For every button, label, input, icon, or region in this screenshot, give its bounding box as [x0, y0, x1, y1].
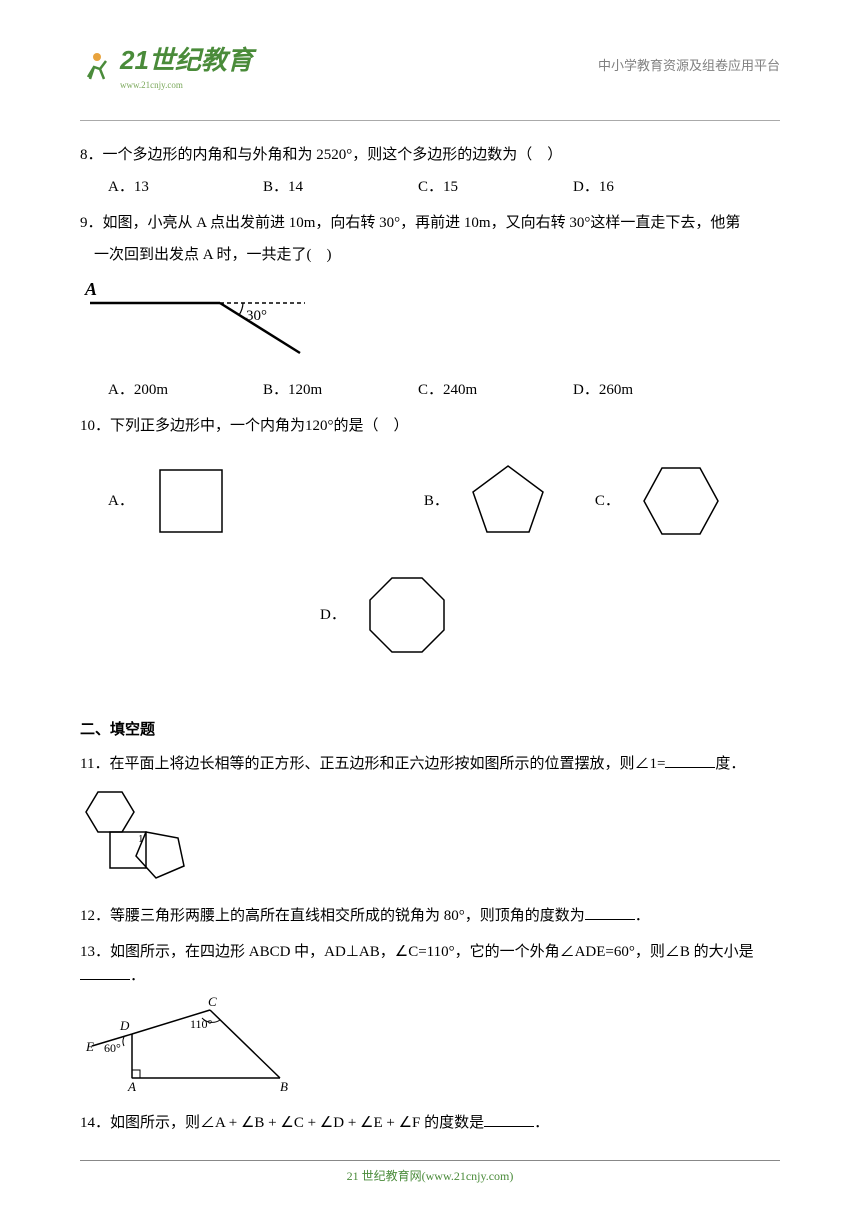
svg-text:60°: 60°: [104, 1041, 121, 1055]
q8-opt-b: B．14: [263, 175, 418, 199]
q12-text: 12．等腰三角形两腰上的高所在直线相交所成的锐角为 80°，则顶角的度数为: [80, 908, 585, 924]
q8-opt-d: D．16: [573, 175, 728, 199]
page-header: 21世纪教育 www.21cnjy.com 中小学教育资源及组卷应用平台: [80, 40, 780, 100]
q9-options: A．200m B．120m C．240m D．260m: [108, 378, 780, 402]
q9-label-a: A: [84, 279, 97, 299]
q10-text: 10．下列正多边形中，一个内角为120°的是（ ）: [80, 414, 780, 438]
q10-row1: A． B． C．: [108, 460, 780, 542]
q10-row2: D．: [320, 572, 780, 658]
logo: 21世纪教育 www.21cnjy.com: [80, 40, 253, 92]
q13-suffix: ．: [130, 968, 145, 984]
question-14: 14．如图所示，则∠A + ∠B + ∠C + ∠D + ∠E + ∠F 的度数…: [80, 1111, 780, 1135]
q11-suffix: 度．: [715, 756, 745, 772]
logo-url: www.21cnjy.com: [120, 78, 253, 92]
quadrilateral-icon: A B C D E 110° 60°: [80, 996, 310, 1091]
q13-blank: [80, 965, 130, 980]
q8-text: 8．一个多边形的内角和与外角和为 2520°，则这个多边形的边数为（ ）: [80, 143, 780, 167]
svg-text:1: 1: [138, 833, 144, 845]
question-10: 10．下列正多边形中，一个内角为120°的是（ ） A． B． C． D．: [80, 414, 780, 658]
q14-suffix: ．: [534, 1115, 549, 1131]
q9-opt-b: B．120m: [263, 378, 418, 402]
q11-figure: 1: [80, 784, 780, 892]
svg-text:110°: 110°: [190, 1017, 213, 1031]
question-13: 13．如图所示，在四边形 ABCD 中，AD⊥AB，∠C=110°，它的一个外角…: [80, 940, 780, 1099]
square-icon: [152, 462, 230, 540]
q9-opt-c: C．240m: [418, 378, 573, 402]
svg-text:E: E: [85, 1039, 94, 1054]
page-footer: 21 世纪教育网(www.21cnjy.com): [80, 1160, 780, 1186]
svg-text:D: D: [119, 1018, 130, 1033]
section-2-title: 二、填空题: [80, 718, 780, 742]
svg-text:B: B: [280, 1079, 288, 1091]
q8-options: A．13 B．14 C．15 D．16: [108, 175, 780, 199]
octagon-icon: [364, 572, 450, 658]
pentagon-icon: [467, 460, 549, 542]
q10-label-b: B．: [424, 489, 449, 513]
q9-opt-a: A．200m: [108, 378, 263, 402]
q11-blank: [665, 753, 715, 768]
q9-figure: A 30°: [80, 275, 780, 368]
q10-label-d: D．: [320, 603, 346, 627]
q9-line2: 一次回到出发点 A 时，一共走了( ): [94, 243, 780, 267]
svg-text:A: A: [127, 1079, 136, 1091]
header-subtitle: 中小学教育资源及组卷应用平台: [598, 56, 780, 77]
q9-angle-label: 30°: [246, 308, 267, 324]
q10-label-c: C．: [595, 489, 620, 513]
question-8: 8．一个多边形的内角和与外角和为 2520°，则这个多边形的边数为（ ） A．1…: [80, 143, 780, 199]
q11-text: 11．在平面上将边长相等的正方形、正五边形和正六边形按如图所示的位置摆放，则∠1…: [80, 756, 665, 772]
q8-opt-c: C．15: [418, 175, 573, 199]
q12-blank: [585, 905, 635, 920]
hexagon-icon: [638, 462, 724, 540]
question-11: 11．在平面上将边长相等的正方形、正五边形和正六边形按如图所示的位置摆放，则∠1…: [80, 752, 780, 892]
q8-opt-a: A．13: [108, 175, 263, 199]
svg-text:C: C: [208, 996, 217, 1009]
logo-runner-icon: [80, 49, 114, 83]
composite-shapes-icon: 1: [80, 784, 200, 884]
q14-text: 14．如图所示，则∠A + ∠B + ∠C + ∠D + ∠E + ∠F 的度数…: [80, 1115, 484, 1131]
q9-line1: 9．如图，小亮从 A 点出发前进 10m，向右转 30°，再前进 10m，又向右…: [80, 211, 780, 235]
question-12: 12．等腰三角形两腰上的高所在直线相交所成的锐角为 80°，则顶角的度数为 ．: [80, 904, 780, 928]
angle-diagram-icon: A 30°: [80, 275, 310, 360]
q13-text: 13．如图所示，在四边形 ABCD 中，AD⊥AB，∠C=110°，它的一个外角…: [80, 944, 754, 960]
question-9: 9．如图，小亮从 A 点出发前进 10m，向右转 30°，再前进 10m，又向右…: [80, 211, 780, 402]
q13-figure: A B C D E 110° 60°: [80, 996, 780, 1099]
q9-opt-d: D．260m: [573, 378, 728, 402]
q14-blank: [484, 1112, 534, 1127]
q12-suffix: ．: [635, 908, 650, 924]
q10-label-a: A．: [108, 489, 134, 513]
logo-text: 21世纪教育: [120, 40, 253, 82]
